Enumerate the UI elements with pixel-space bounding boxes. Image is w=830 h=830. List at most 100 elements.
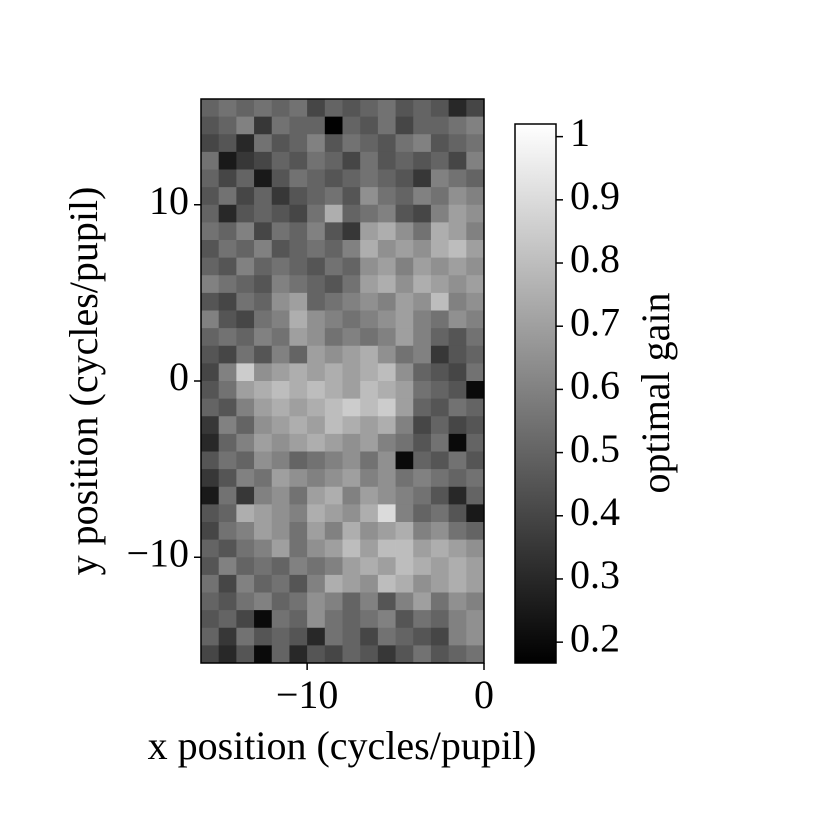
heatmap-cell [218, 363, 237, 382]
heatmap-cell [342, 345, 361, 364]
heatmap-cell [466, 275, 485, 294]
heatmap-cell [377, 398, 396, 417]
heatmap-cell [360, 257, 379, 276]
heatmap-cell [254, 151, 273, 170]
heatmap-cell [271, 522, 290, 541]
heatmap-cell [377, 469, 396, 488]
heatmap-cell [236, 257, 255, 276]
heatmap-cell [466, 539, 485, 558]
heatmap-cell [218, 557, 237, 576]
heatmap-cell [271, 504, 290, 523]
heatmap-cell [254, 310, 273, 329]
heatmap-cell [254, 381, 273, 400]
heatmap-cell [201, 363, 220, 382]
heatmap-cell [377, 275, 396, 294]
heatmap-cell [377, 381, 396, 400]
heatmap-cell [395, 433, 414, 452]
heatmap-cell [307, 187, 326, 206]
heatmap-cell [448, 645, 467, 664]
heatmap-cell [218, 240, 237, 259]
heatmap-cell [395, 522, 414, 541]
heatmap-cell [377, 504, 396, 523]
y-tick-label: 0 [169, 354, 189, 399]
colorbar-tick-label: 0.5 [570, 426, 620, 471]
heatmap-cell [448, 275, 467, 294]
heatmap-cell [377, 310, 396, 329]
heatmap-cell [395, 257, 414, 276]
heatmap-cell [271, 539, 290, 558]
heatmap-cell [342, 504, 361, 523]
heatmap-cell [360, 169, 379, 188]
heatmap-cell [236, 169, 255, 188]
heatmap-cell [324, 151, 343, 170]
heatmap-cell [307, 627, 326, 646]
heatmap-cell [360, 645, 379, 664]
heatmap-cell [377, 345, 396, 364]
heatmap-cell [377, 416, 396, 435]
heatmap-cell [342, 187, 361, 206]
heatmap-cell [342, 627, 361, 646]
heatmap-cell [448, 222, 467, 241]
heatmap-cell [271, 627, 290, 646]
heatmap-cell [413, 469, 432, 488]
heatmap-cell [395, 240, 414, 259]
heatmap-cell [236, 574, 255, 593]
colorbar-tick-label: 0.6 [570, 363, 620, 408]
heatmap-cell [466, 292, 485, 311]
heatmap-cell [307, 522, 326, 541]
heatmap-cell [448, 240, 467, 259]
x-tick-label: 0 [474, 672, 494, 717]
heatmap-cell [289, 645, 308, 664]
heatmap-cell [377, 99, 396, 118]
heatmap-cell [307, 363, 326, 382]
heatmap-cell [218, 292, 237, 311]
heatmap-cell [395, 187, 414, 206]
heatmap-cell [201, 169, 220, 188]
heatmap-cell [360, 522, 379, 541]
heatmap-cell [271, 187, 290, 206]
heatmap-cell [307, 292, 326, 311]
heatmap-cell [448, 610, 467, 629]
heatmap-cell [342, 116, 361, 135]
heatmap-cell [289, 557, 308, 576]
heatmap-cell [254, 557, 273, 576]
heatmap-cell [201, 240, 220, 259]
heatmap-cell [218, 169, 237, 188]
heatmap-cell [430, 134, 450, 153]
heatmap-cell [324, 381, 343, 400]
heatmap-cell [236, 381, 255, 400]
heatmap-cell [218, 99, 237, 118]
heatmap-cell [201, 416, 220, 435]
heatmap-cell [218, 345, 237, 364]
heatmap-cell [395, 204, 414, 223]
heatmap-cell [413, 416, 432, 435]
heatmap-cell [289, 433, 308, 452]
heatmap-cell [395, 169, 414, 188]
heatmap-cell [254, 328, 273, 347]
colorbar [515, 124, 556, 663]
heatmap-cell [254, 522, 273, 541]
heatmap-cell [289, 257, 308, 276]
heatmap-cell [430, 345, 450, 364]
heatmap-cell [448, 328, 467, 347]
heatmap-cell [324, 204, 343, 223]
heatmap-cell [236, 627, 255, 646]
heatmap-cell [342, 204, 361, 223]
heatmap-cell [360, 204, 379, 223]
heatmap-cell [289, 451, 308, 470]
heatmap-cell [236, 204, 255, 223]
heatmap-cell [236, 504, 255, 523]
heatmap-cell [218, 187, 237, 206]
heatmap-cell [395, 134, 414, 153]
heatmap-cell [466, 574, 485, 593]
heatmap-cell [254, 99, 273, 118]
heatmap-cell [236, 539, 255, 558]
heatmap-cell [360, 504, 379, 523]
heatmap-cell [430, 433, 450, 452]
heatmap-cell [413, 433, 432, 452]
heatmap-cell [289, 398, 308, 417]
heatmap-cell [466, 557, 485, 576]
heatmap-cell [413, 257, 432, 276]
heatmap-cell [466, 240, 485, 259]
heatmap-cell [289, 328, 308, 347]
